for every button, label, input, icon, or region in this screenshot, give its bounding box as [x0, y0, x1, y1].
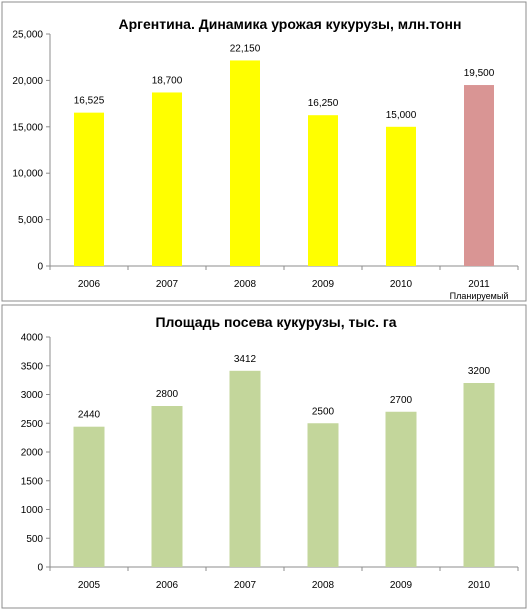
bar: [229, 370, 261, 567]
bar: [386, 126, 416, 266]
x-tick-label: 2009: [390, 580, 413, 591]
bar: [151, 406, 183, 567]
data-label: 2440: [78, 410, 101, 421]
x-tick-label: 2007: [156, 279, 179, 290]
data-label: 3412: [234, 354, 257, 365]
data-label: 18,700: [152, 75, 183, 86]
y-tick-label: 0: [37, 262, 43, 273]
y-tick-label: 3000: [21, 390, 44, 401]
data-label: 2700: [390, 395, 413, 406]
sown-area-chart: Площадь посева кукурузы, тыс. га 0 500 100…: [1, 304, 527, 609]
bar: [385, 411, 417, 567]
bar: [463, 383, 495, 567]
plot-area: 0 500 1000 1500 2000 2500 3000 3500 4000 2440 2005…: [21, 333, 519, 591]
bar: [230, 60, 260, 267]
x-tick-label: 2009: [312, 279, 335, 290]
plot-area: 0 5,000 10,000 15,000 20,000 25,000 16,525 2006…: [12, 30, 519, 301]
data-label: 15,000: [386, 110, 417, 121]
x-tick-label: 2008: [312, 580, 335, 591]
x-tick-label: 2007: [234, 580, 257, 591]
y-tick-label: 1000: [21, 505, 44, 516]
x-tick-label: 2005: [78, 580, 101, 591]
y-tick-label: 10,000: [12, 169, 43, 180]
data-label: 2800: [156, 389, 179, 400]
x-tick-sublabel: Планируемый: [450, 291, 509, 301]
y-tick-label: 2500: [21, 419, 44, 430]
y-tick-label: 1500: [21, 476, 44, 487]
bar: [464, 85, 494, 266]
y-tick-label: 20,000: [12, 76, 43, 87]
x-tick-label: 2006: [156, 580, 179, 591]
data-label: 22,150: [230, 43, 261, 54]
crop-yield-chart: Аргентина. Динамика урожая кукурузы, млн…: [1, 1, 527, 302]
data-label: 3200: [468, 366, 491, 377]
y-tick-label: 500: [26, 534, 43, 545]
x-tick-label: 2010: [468, 580, 491, 591]
x-tick-label: 2011: [468, 279, 490, 290]
bar: [152, 92, 182, 267]
y-tick-label: 25,000: [12, 30, 43, 41]
chart-title: Площадь посева кукурузы, тыс. га: [155, 314, 396, 330]
y-tick-label: 3500: [21, 361, 44, 372]
x-tick-label: 2010: [390, 279, 413, 290]
bar: [73, 426, 105, 567]
x-tick-label: 2008: [234, 279, 257, 290]
data-label: 2500: [312, 406, 335, 417]
y-tick-label: 15,000: [12, 122, 43, 133]
y-tick-label: 4000: [21, 333, 44, 344]
x-tick-label: 2006: [78, 279, 101, 290]
data-label: 16,250: [308, 98, 339, 109]
y-tick-label: 5,000: [18, 215, 43, 226]
bar: [307, 423, 339, 567]
bar: [308, 115, 338, 266]
y-tick-label: 2000: [21, 448, 44, 459]
y-tick-label: 0: [37, 563, 43, 574]
chart-title: Аргентина. Динамика урожая кукурузы, млн…: [119, 16, 462, 32]
data-label: 16,525: [74, 96, 105, 107]
bar: [74, 112, 104, 266]
data-label: 19,500: [464, 68, 495, 79]
